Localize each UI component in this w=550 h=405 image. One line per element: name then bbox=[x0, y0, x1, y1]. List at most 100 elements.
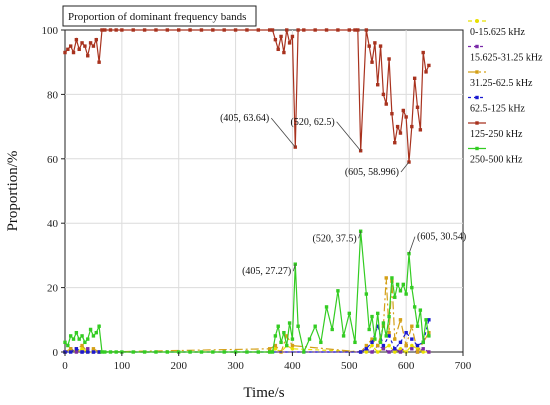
data-point bbox=[384, 334, 388, 338]
data-point bbox=[376, 311, 380, 316]
data-point bbox=[370, 350, 374, 354]
data-point bbox=[154, 350, 158, 354]
legend-item: 62.5-125 kHz bbox=[468, 95, 526, 115]
data-point bbox=[279, 34, 283, 39]
data-point bbox=[353, 28, 357, 32]
data-point bbox=[384, 102, 388, 106]
data-point bbox=[427, 63, 431, 68]
data-point bbox=[66, 47, 70, 52]
data-point bbox=[103, 28, 107, 32]
data-point bbox=[142, 350, 147, 354]
data-point bbox=[222, 350, 226, 354]
data-point bbox=[80, 41, 84, 45]
data-point bbox=[370, 60, 374, 64]
data-point bbox=[276, 324, 280, 328]
x-tick-label: 600 bbox=[398, 360, 415, 372]
y-tick-label: 100 bbox=[42, 25, 59, 37]
data-point bbox=[97, 60, 101, 64]
data-point bbox=[86, 350, 90, 354]
annotation-leader bbox=[358, 231, 362, 239]
data-point bbox=[74, 330, 79, 335]
data-point bbox=[296, 324, 300, 328]
x-tick-label: 400 bbox=[284, 360, 301, 372]
data-point bbox=[336, 28, 340, 32]
data-point bbox=[273, 334, 278, 338]
data-point bbox=[177, 28, 181, 32]
annotation-leader bbox=[336, 121, 361, 152]
data-point bbox=[392, 350, 397, 354]
data-point bbox=[282, 330, 286, 335]
x-tick-label: 100 bbox=[114, 360, 131, 372]
axis-ticks: 0 100 200 300 400 500 600 700 0 20 40 60 80 100 bbox=[42, 25, 472, 372]
legend-item: 0-15.625 kHz bbox=[468, 19, 526, 38]
data-point bbox=[410, 343, 414, 348]
data-point bbox=[86, 347, 90, 351]
data-point bbox=[381, 343, 386, 348]
data-point bbox=[80, 350, 84, 354]
data-point bbox=[364, 28, 369, 32]
data-point bbox=[364, 292, 369, 296]
data-point bbox=[270, 28, 275, 32]
data-point bbox=[378, 340, 383, 345]
data-point bbox=[356, 28, 360, 32]
data-point bbox=[199, 28, 204, 32]
data-point bbox=[404, 292, 408, 296]
data-point bbox=[370, 314, 374, 319]
legend-item: 15.625-31.25 kHz bbox=[468, 44, 543, 64]
data-point bbox=[353, 340, 357, 345]
data-point bbox=[91, 334, 96, 338]
legend-label: 125-250 kHz bbox=[470, 129, 523, 140]
data-point bbox=[290, 346, 295, 351]
data-point bbox=[410, 285, 414, 290]
data-point bbox=[100, 350, 104, 354]
data-point bbox=[398, 350, 403, 354]
data-point bbox=[381, 92, 386, 97]
legend-label: 0-15.625 kHz bbox=[470, 27, 526, 38]
data-point bbox=[68, 44, 73, 48]
data-point bbox=[77, 47, 81, 52]
data-point bbox=[381, 321, 386, 325]
data-point bbox=[376, 324, 380, 328]
data-point bbox=[83, 340, 87, 345]
data-point bbox=[74, 350, 79, 354]
data-point bbox=[370, 340, 374, 345]
annotation-label: (520, 37.5) bbox=[312, 233, 356, 244]
point-annotations: (405, 63.64) (520, 62.5) (605, 58.996) (405… bbox=[220, 113, 466, 277]
annotation-label: (605, 30.54) bbox=[417, 232, 466, 243]
data-point bbox=[401, 108, 405, 113]
y-tick-label: 60 bbox=[47, 154, 59, 166]
annotation-leader bbox=[400, 161, 410, 173]
data-point bbox=[404, 330, 408, 335]
data-point bbox=[80, 346, 84, 351]
data-point bbox=[97, 350, 101, 354]
legend-marker bbox=[475, 146, 479, 151]
data-point bbox=[256, 350, 261, 354]
data-point bbox=[199, 350, 204, 354]
data-point bbox=[415, 324, 420, 328]
data-point bbox=[91, 347, 96, 351]
annotation-leader bbox=[408, 236, 416, 254]
data-point bbox=[324, 28, 329, 32]
legend-item: 125-250 kHz bbox=[468, 121, 523, 140]
data-point bbox=[276, 47, 280, 52]
data-point bbox=[381, 347, 386, 351]
data-point bbox=[302, 350, 306, 354]
data-point bbox=[211, 350, 215, 354]
data-point bbox=[68, 350, 73, 354]
data-point bbox=[415, 343, 420, 348]
data-point bbox=[367, 44, 371, 48]
data-point bbox=[404, 343, 408, 348]
data-point bbox=[341, 334, 346, 338]
data-point bbox=[373, 41, 377, 45]
data-point bbox=[77, 337, 81, 341]
data-point bbox=[91, 350, 96, 354]
data-point bbox=[384, 276, 388, 280]
series-line bbox=[64, 29, 430, 163]
y-axis-title: Proportion/% bbox=[5, 151, 21, 232]
legend-marker bbox=[475, 44, 479, 49]
data-point bbox=[387, 334, 391, 338]
data-point bbox=[83, 44, 87, 48]
data-point bbox=[86, 337, 90, 341]
data-point bbox=[393, 337, 397, 341]
data-point bbox=[376, 343, 380, 348]
